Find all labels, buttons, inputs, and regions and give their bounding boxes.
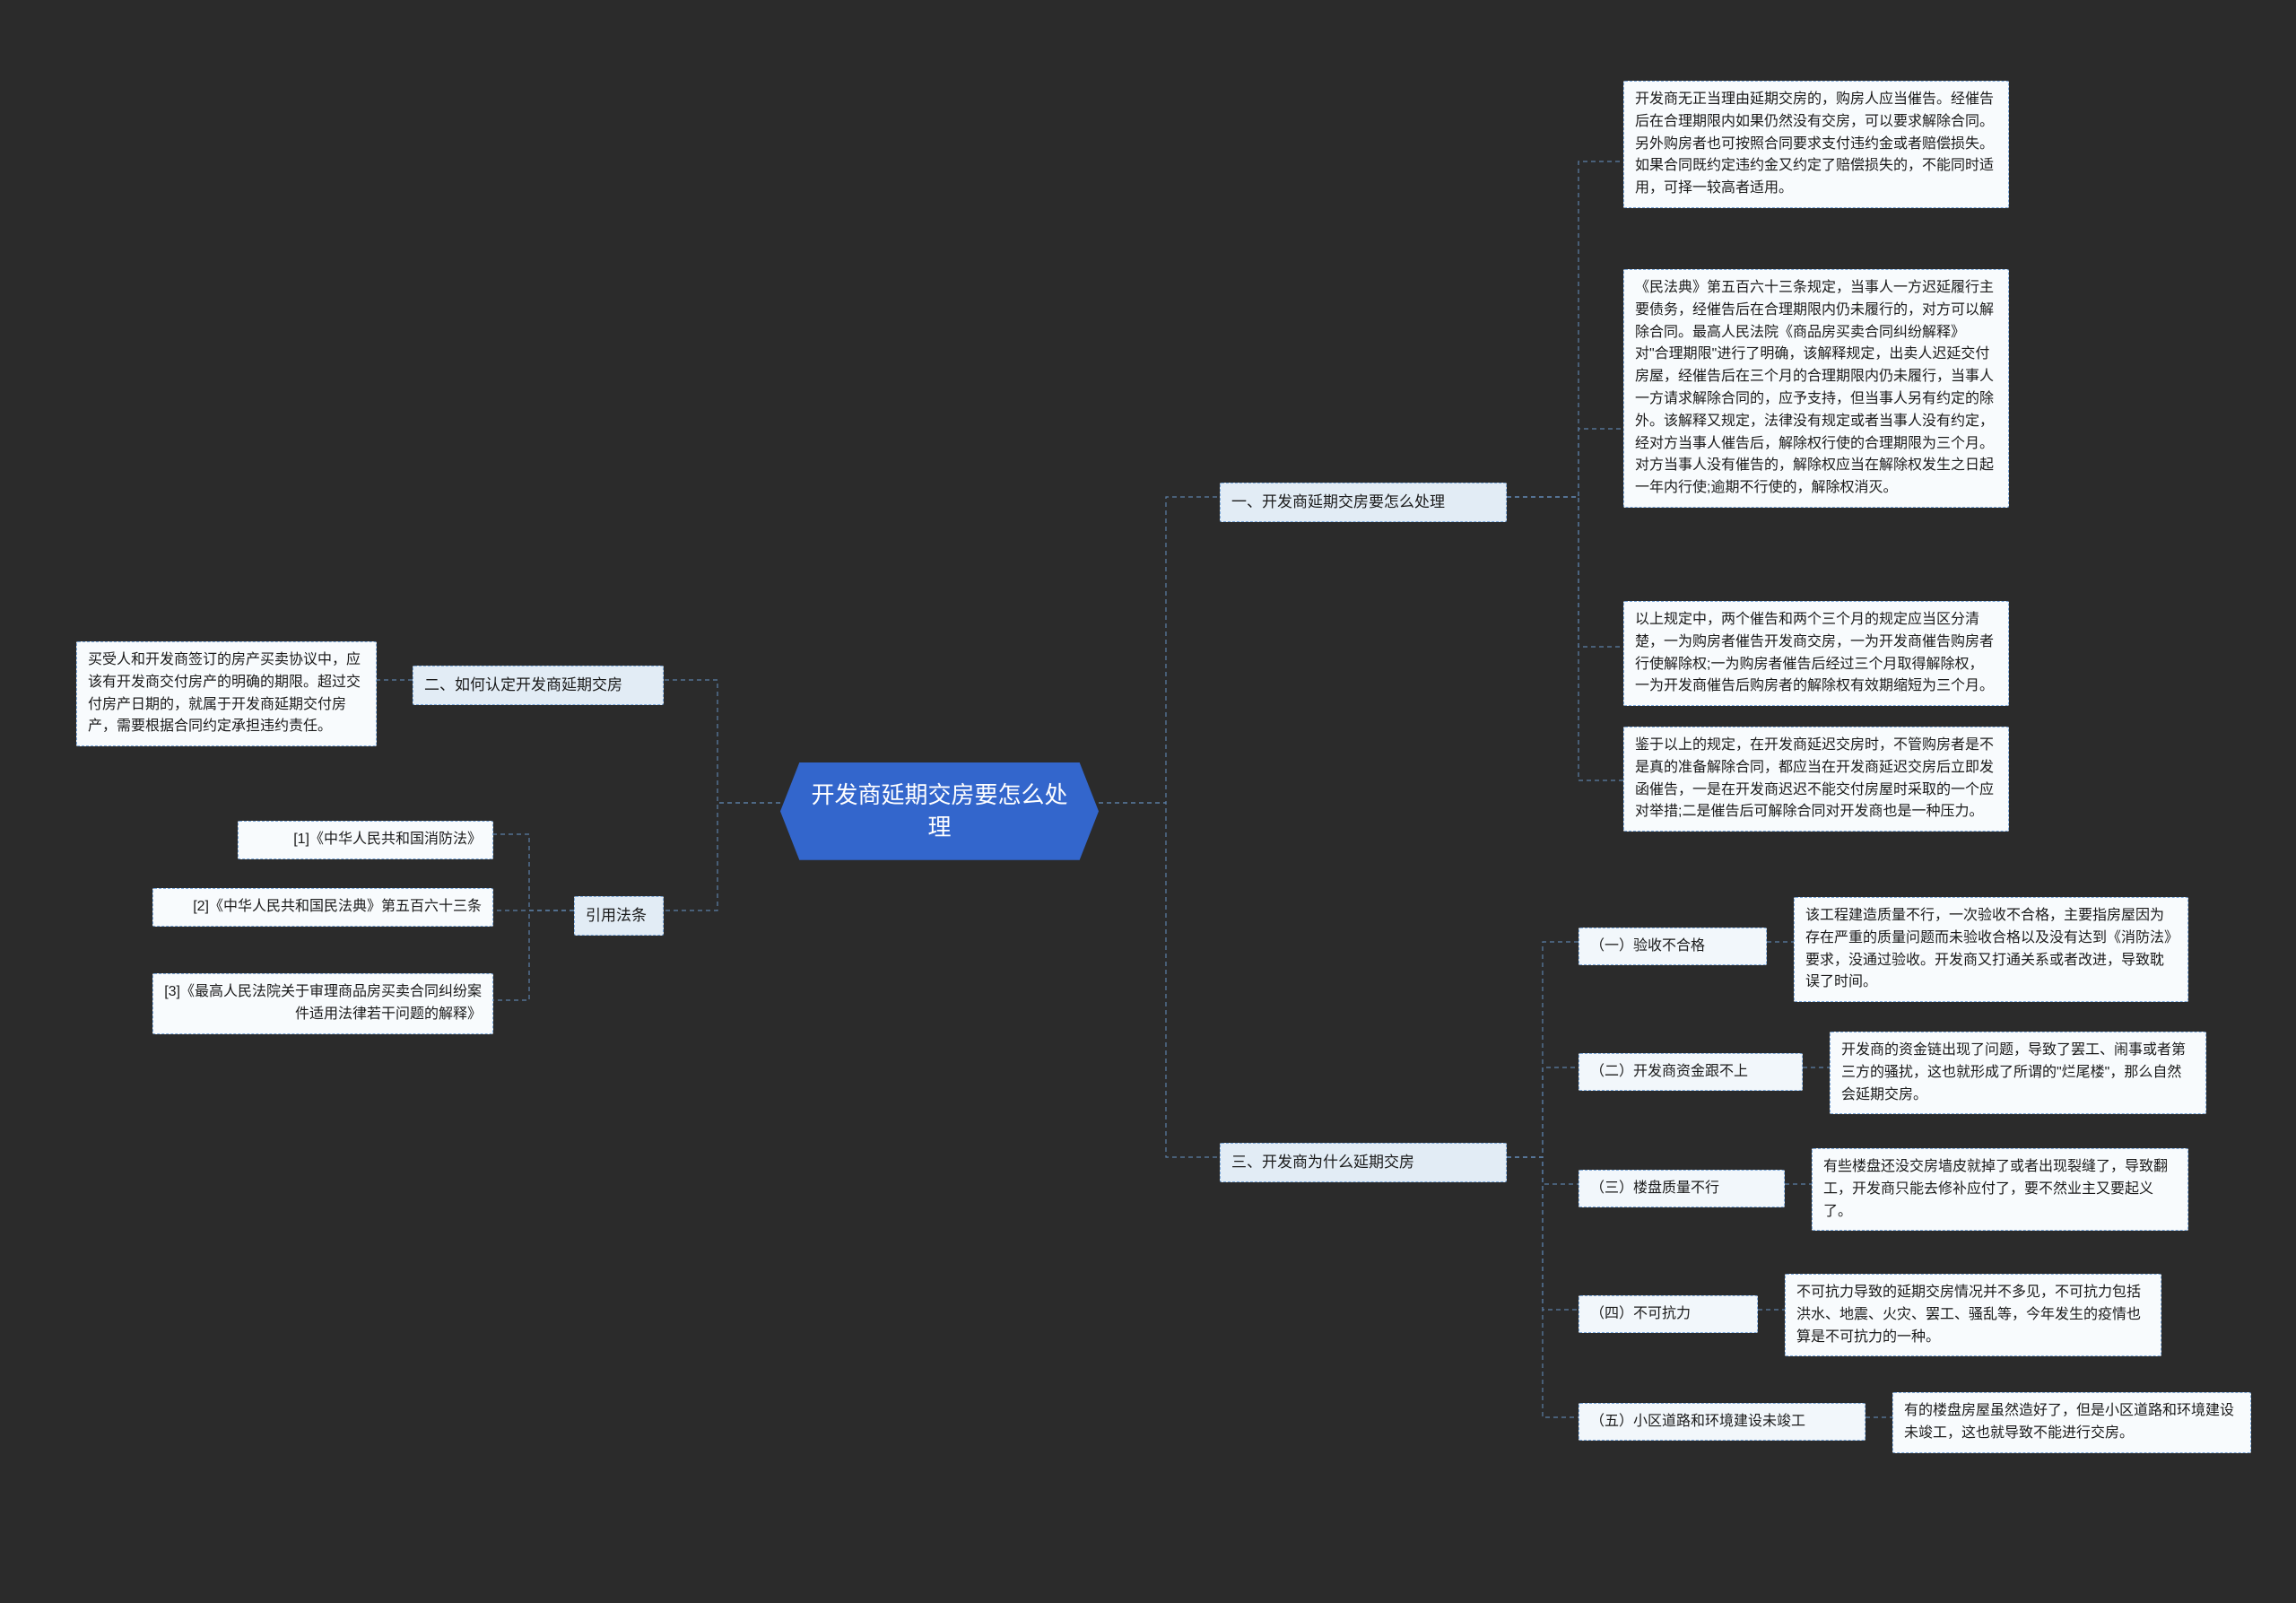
leaf-r1: 该工程建造质量不行，一次验收不合格，主要指房屋因为存在严重的质量问题而未验收合格… (1794, 897, 2188, 1002)
sub-r2[interactable]: （二）开发商资金跟不上 (1578, 1053, 1803, 1091)
sub-r3[interactable]: （三）楼盘质量不行 (1578, 1170, 1785, 1207)
branch-section2-label: 二、如何认定开发商延期交房 (424, 676, 622, 693)
mindmap-canvas: 开发商延期交房要怎么处理 一、开发商延期交房要怎么处理 开发商无正当理由延期交房… (0, 0, 2296, 1603)
leaf-section2-desc: 买受人和开发商签订的房产买卖协议中，应该有开发商交付房产的明确的期限。超过交付房… (76, 641, 377, 746)
sub-r1[interactable]: （一）验收不合格 (1578, 928, 1767, 965)
leaf-r5: 有的楼盘房屋虽然造好了，但是小区道路和环境建设未竣工，这也就导致不能进行交房。 (1892, 1392, 2251, 1453)
root-node[interactable]: 开发商延期交房要怎么处理 (780, 762, 1099, 860)
leaf-ref3: [3]《最高人民法院关于审理商品房买卖合同纠纷案件适用法律若干问题的解释》 (152, 973, 493, 1034)
branch-refs-label: 引用法条 (586, 907, 647, 924)
leaf-r3: 有些楼盘还没交房墙皮就掉了或者出现裂缝了，导致翻工，开发商只能去修补应付了，要不… (1812, 1148, 2188, 1231)
leaf-s1-p3: 以上规定中，两个催告和两个三个月的规定应当区分清楚，一为购房者催告开发商交房，一… (1623, 601, 2009, 706)
leaf-ref1: [1]《中华人民共和国消防法》 (238, 821, 493, 859)
leaf-s1-p4: 鉴于以上的规定，在开发商延迟交房时，不管购房者是不是真的准备解除合同，都应当在开… (1623, 727, 2009, 832)
leaf-ref2: [2]《中华人民共和国民法典》第五百六十三条 (152, 888, 493, 927)
root-label: 开发商延期交房要怎么处理 (811, 781, 1067, 841)
branch-section3[interactable]: 三、开发商为什么延期交房 (1220, 1143, 1507, 1182)
branch-section2[interactable]: 二、如何认定开发商延期交房 (413, 666, 664, 705)
branch-refs[interactable]: 引用法条 (574, 896, 664, 936)
sub-r5[interactable]: （五）小区道路和环境建设未竣工 (1578, 1403, 1866, 1441)
sub-r4[interactable]: （四）不可抗力 (1578, 1295, 1758, 1333)
branch-section1-label: 一、开发商延期交房要怎么处理 (1231, 493, 1445, 510)
branch-section3-label: 三、开发商为什么延期交房 (1231, 1154, 1414, 1171)
leaf-r4: 不可抗力导致的延期交房情况并不多见，不可抗力包括洪水、地震、火灾、罢工、骚乱等，… (1785, 1274, 2161, 1356)
leaf-s1-p1: 开发商无正当理由延期交房的，购房人应当催告。经催告后在合理期限内如果仍然没有交房… (1623, 81, 2009, 208)
leaf-r2: 开发商的资金链出现了问题，导致了罢工、闹事或者第三方的骚扰，这也就形成了所谓的"… (1830, 1032, 2206, 1114)
branch-section1[interactable]: 一、开发商延期交房要怎么处理 (1220, 483, 1507, 522)
leaf-s1-p2: 《民法典》第五百六十三条规定，当事人一方迟延履行主要债务，经催告后在合理期限内仍… (1623, 269, 2009, 508)
